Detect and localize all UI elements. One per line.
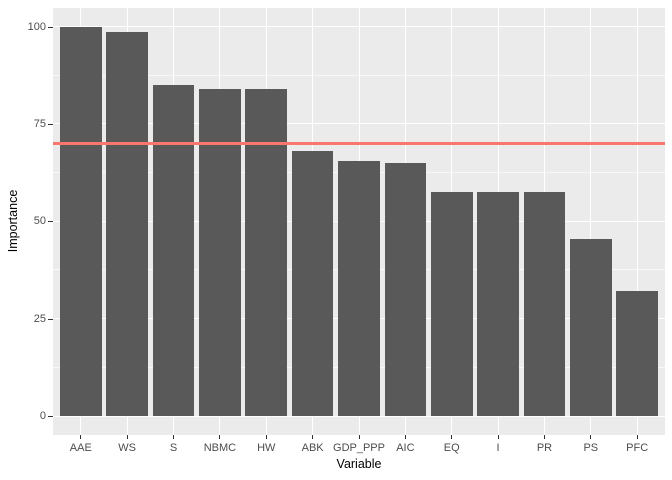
x-tick-label: S — [169, 442, 178, 454]
x-tick-label: I — [496, 442, 500, 454]
bar-AAE — [59, 26, 102, 416]
x-tick-mark — [126, 435, 128, 439]
x-tick-label: PR — [536, 442, 553, 454]
bar-PFC — [616, 291, 659, 416]
plot-panel — [53, 8, 665, 435]
x-tick-label: GDP_PPP — [333, 442, 385, 454]
x-tick-mark — [451, 435, 453, 439]
x-tick-mark — [173, 435, 175, 439]
x-tick-mark — [404, 435, 406, 439]
x-tick-mark — [219, 435, 221, 439]
y-tick-mark — [48, 221, 53, 223]
bar-HW — [245, 88, 288, 416]
x-tick-mark — [543, 435, 545, 439]
x-tick-mark — [265, 435, 267, 439]
x-tick-label: WS — [118, 442, 137, 454]
bar-PS — [569, 238, 612, 416]
bar-PR — [523, 192, 566, 416]
x-tick-mark — [590, 435, 592, 439]
x-tick-label: PFC — [626, 442, 649, 454]
y-tick-mark — [48, 26, 53, 28]
bar-NBMC — [199, 88, 241, 416]
category-gridline — [636, 8, 638, 435]
bar-I — [477, 192, 519, 416]
y-tick-label: 25 — [33, 312, 46, 325]
bar-ABK — [291, 151, 334, 416]
y-tick-label: 50 — [33, 215, 46, 228]
x-tick-label: PS — [583, 442, 599, 454]
x-tick-label: AAE — [69, 442, 92, 454]
y-tick-mark — [48, 318, 53, 320]
x-tick-mark — [636, 435, 638, 439]
y-tick-label: 0 — [39, 410, 46, 422]
y-tick-mark — [48, 123, 53, 125]
x-tick-mark — [358, 435, 360, 439]
y-tick-label: 100 — [27, 20, 46, 33]
x-tick-label: HW — [257, 442, 276, 454]
x-tick-mark — [80, 435, 82, 439]
bar-WS — [106, 32, 149, 416]
x-tick-label: ABK — [301, 442, 324, 454]
bar-GDP_PPP — [338, 160, 380, 416]
category-gridline — [590, 8, 592, 435]
x-tick-mark — [312, 435, 314, 439]
y-tick-label: 75 — [33, 117, 46, 130]
x-tick-mark — [497, 435, 499, 439]
threshold-line — [53, 141, 665, 145]
x-axis-title: Variable — [336, 457, 382, 471]
x-tick-label: AIC — [396, 442, 415, 454]
x-tick-label: NBMC — [203, 442, 237, 454]
bar-S — [152, 84, 195, 416]
y-tick-mark — [48, 416, 53, 417]
x-tick-label: EQ — [443, 442, 460, 454]
bar-EQ — [430, 192, 473, 416]
bar-AIC — [384, 162, 427, 416]
